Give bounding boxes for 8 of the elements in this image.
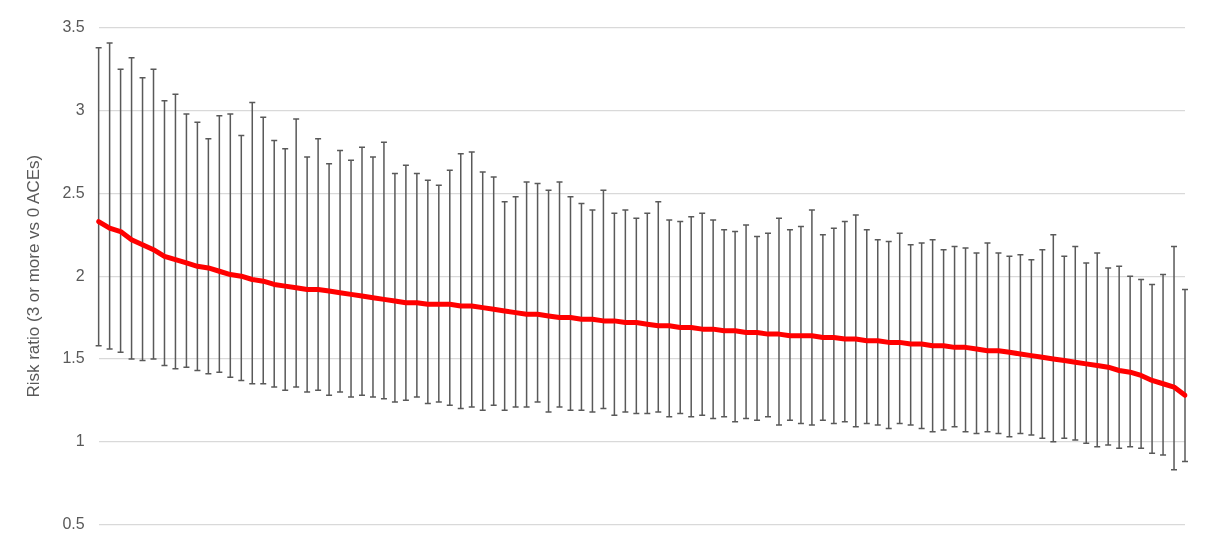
y-tick-label: 3.5 <box>62 18 85 36</box>
y-tick-label: 2.5 <box>62 183 85 201</box>
y-tick-label: 1.5 <box>62 349 85 367</box>
y-tick-label: 1 <box>75 432 85 450</box>
y-tick-label: 3 <box>75 101 85 119</box>
y-tick-label: 0.5 <box>62 514 85 532</box>
y-axis-title: Risk ratio (3 or more vs 0 ACEs) <box>23 154 43 398</box>
y-tick-label: 2 <box>75 266 85 284</box>
